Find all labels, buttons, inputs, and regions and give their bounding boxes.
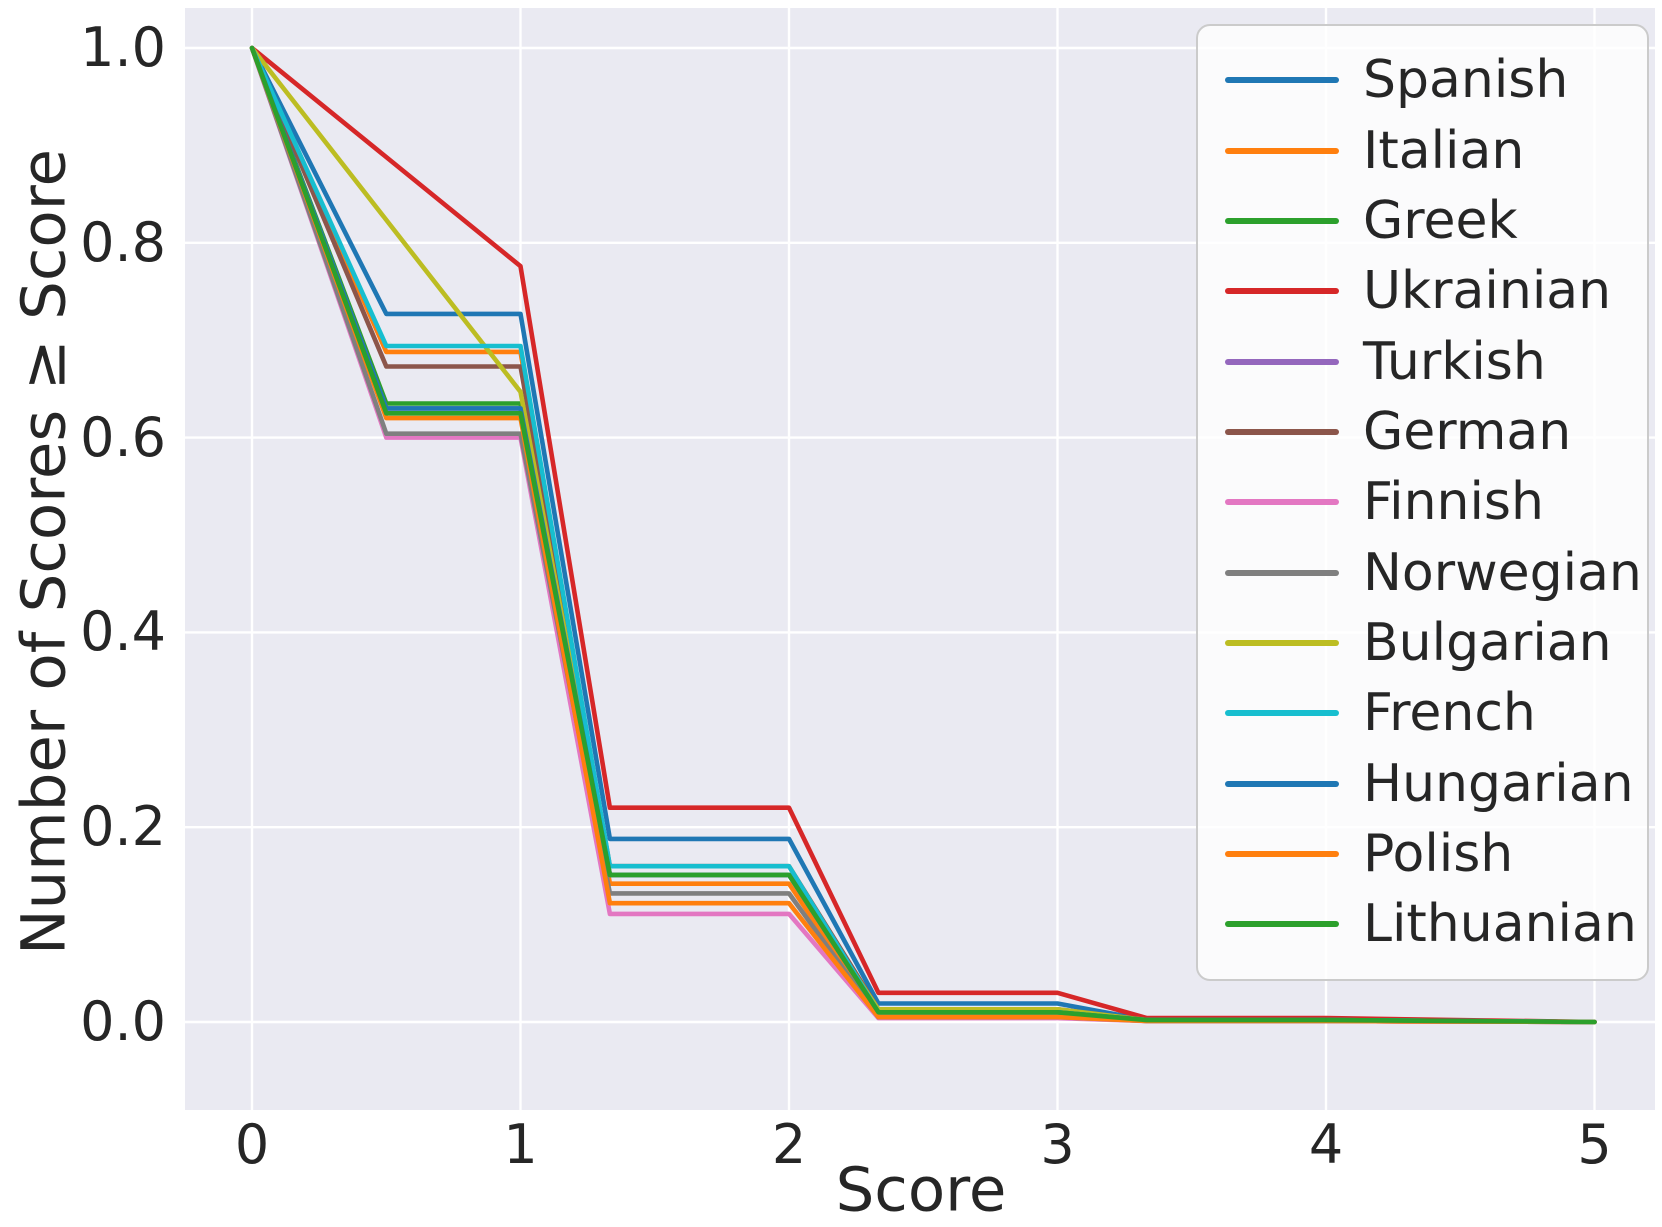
legend-line-swatch: [1225, 921, 1339, 928]
legend-label: Norwegian: [1363, 542, 1642, 603]
legend-item-german: German: [1198, 406, 1647, 458]
x-tick-label: 0: [234, 1113, 270, 1176]
legend-line-swatch: [1225, 851, 1339, 858]
legend-line-swatch: [1225, 288, 1339, 295]
y-tick-label: 0.4: [80, 600, 166, 664]
legend-label: Greek: [1363, 191, 1518, 252]
y-tick-label: 1.0: [80, 16, 166, 79]
legend-item-bulgarian: Bulgarian: [1198, 617, 1647, 669]
legend-line-swatch: [1225, 218, 1339, 225]
legend-item-italian: Italian: [1198, 125, 1647, 177]
legend-label: Hungarian: [1363, 753, 1634, 814]
legend-item-norwegian: Norwegian: [1198, 547, 1647, 599]
legend-label: Bulgarian: [1363, 613, 1612, 674]
x-tick-label: 2: [771, 1113, 807, 1176]
legend-item-lithuanian: Lithuanian: [1198, 898, 1647, 950]
legend-line-swatch: [1225, 358, 1339, 365]
y-tick-label: 0.8: [80, 210, 166, 274]
y-tick-label: 0.6: [80, 405, 166, 469]
x-axis-label: Score: [835, 1154, 1007, 1226]
legend-line-swatch: [1225, 499, 1339, 506]
legend-label: Polish: [1363, 824, 1514, 885]
legend-item-turkish: Turkish: [1198, 336, 1647, 388]
y-tick-label: 0.2: [80, 795, 166, 859]
plot-area: Spanish Italian Greek Ukrainian Turkish Germa…: [185, 8, 1655, 1110]
legend-label: Finnish: [1363, 472, 1544, 533]
legend: Spanish Italian Greek Ukrainian Turkish Germa…: [1196, 24, 1649, 981]
legend-line-swatch: [1225, 710, 1339, 717]
legend-label: Ukrainian: [1363, 261, 1612, 322]
legend-line-swatch: [1225, 780, 1339, 787]
legend-item-french: French: [1198, 687, 1647, 739]
legend-label: German: [1363, 402, 1572, 463]
x-tick-label: 5: [1577, 1113, 1612, 1176]
legend-label: Turkish: [1363, 331, 1546, 392]
legend-label: French: [1363, 683, 1536, 744]
x-tick-label: 4: [1308, 1113, 1344, 1176]
legend-line-swatch: [1225, 77, 1339, 84]
x-tick-label: 3: [1040, 1113, 1075, 1176]
series-line-lithuanian: [249, 45, 1597, 1025]
legend-line-swatch: [1225, 569, 1339, 576]
legend-label: Lithuanian: [1363, 894, 1637, 955]
y-tick-label: 0.0: [80, 990, 166, 1053]
legend-item-finnish: Finnish: [1198, 476, 1647, 528]
x-tick-label: 1: [503, 1113, 538, 1176]
legend-item-hungarian: Hungarian: [1198, 758, 1647, 810]
legend-label: Italian: [1363, 120, 1525, 181]
legend-line-swatch: [1225, 640, 1339, 647]
legend-label: Spanish: [1363, 50, 1569, 111]
legend-item-spanish: Spanish: [1198, 54, 1647, 106]
legend-item-polish: Polish: [1198, 828, 1647, 880]
legend-line-swatch: [1225, 147, 1339, 154]
legend-item-ukrainian: Ukrainian: [1198, 265, 1647, 317]
legend-line-swatch: [1225, 429, 1339, 436]
legend-item-greek: Greek: [1198, 195, 1647, 247]
